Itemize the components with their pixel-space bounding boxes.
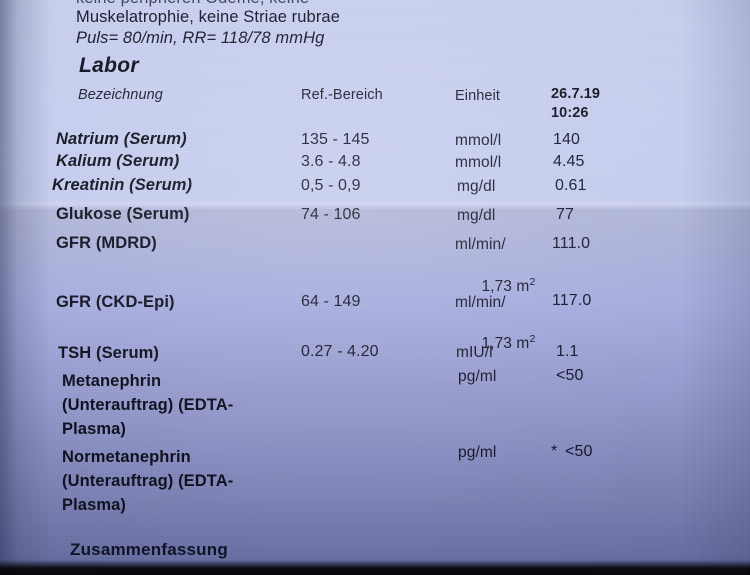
row-unit-metanephrin: pg/ml	[458, 368, 497, 385]
row-value-kreatinin: 0.61	[555, 177, 587, 194]
column-header-date: 26.7.19	[551, 86, 601, 102]
gfr-unit-value-2: 1,73 m	[481, 335, 530, 352]
row-unit-normetanephrin: pg/ml	[458, 444, 497, 461]
row-name-metanephrin-line3: Plasma)	[62, 420, 126, 438]
row-unit-glukose: mg/dl	[457, 207, 496, 224]
clipped-top-line: keine peripheren Ödeme, keine	[76, 0, 309, 8]
row-flag-normetanephrin: *	[551, 443, 558, 460]
row-value-metanephrin: <50	[556, 367, 584, 384]
row-reference-tsh: 0.27 - 4.20	[301, 343, 379, 360]
row-reference-kalium: 3.6 - 4.8	[301, 153, 361, 170]
row-name-gfr-mdrd: GFR (MDRD)	[56, 234, 157, 252]
clinical-line-2: Puls= 80/min, RR= 118/78 mmHg	[76, 29, 325, 47]
row-unit-gfr-mdrd-line2: 1,73 m2	[455, 260, 535, 314]
row-reference-glukose: 74 - 106	[301, 206, 361, 223]
row-unit-gfr-ckdepi-line2: 1,73 m2	[455, 317, 535, 371]
row-name-kalium: Kalium (Serum)	[56, 152, 180, 170]
column-header-time: 10:26	[551, 105, 589, 121]
row-value-tsh: 1.1	[556, 343, 579, 360]
footer-heading-zusammenfassung: Zusammenfassung	[70, 540, 228, 559]
gfr-unit-value: 1,73 m	[481, 278, 530, 295]
row-name-gfr-ckdepi: GFR (CKD-Epi)	[56, 293, 175, 311]
row-name-normetanephrin-line1: Normetanephrin	[62, 448, 191, 466]
section-heading-labor: Labor	[79, 54, 139, 77]
row-unit-kreatinin: mg/dl	[457, 178, 496, 195]
row-name-normetanephrin-line2: (Unterauftrag) (EDTA-	[62, 472, 234, 490]
gfr-unit-superscript: 2	[529, 275, 536, 288]
row-reference-natrium: 135 - 145	[301, 131, 370, 148]
row-value-gfr-mdrd: 111.0	[552, 235, 591, 252]
row-value-natrium: 140	[553, 131, 580, 148]
row-unit-tsh: mIU/l	[456, 344, 493, 361]
row-name-natrium: Natrium (Serum)	[56, 130, 187, 148]
row-reference-gfr-ckdepi: 64 - 149	[301, 293, 361, 310]
row-unit-natrium: mmol/l	[455, 132, 502, 149]
row-name-metanephrin-line2: (Unterauftrag) (EDTA-	[62, 396, 234, 414]
row-unit-gfr-mdrd-line1: ml/min/	[455, 236, 506, 253]
clinical-line-1: Muskelatrophie, keine Striae rubrae	[76, 8, 340, 26]
row-name-glukose: Glukose (Serum)	[56, 205, 190, 223]
column-header-reference: Ref.-Bereich	[301, 87, 383, 103]
column-header-unit: Einheit	[455, 88, 501, 104]
gfr-unit-superscript-2: 2	[529, 332, 536, 345]
row-name-metanephrin-line1: Metanephrin	[62, 372, 162, 390]
row-unit-kalium: mmol/l	[455, 154, 502, 171]
row-name-normetanephrin-line3: Plasma)	[62, 496, 126, 514]
row-value-gfr-ckdepi: 117.0	[552, 292, 592, 309]
column-header-name: Bezeichnung	[78, 87, 163, 103]
row-reference-kreatinin: 0,5 - 0,9	[301, 177, 361, 194]
row-value-glukose: 77	[556, 206, 574, 223]
row-unit-gfr-ckdepi-line1: ml/min/	[455, 294, 506, 311]
row-name-kreatinin: Kreatinin (Serum)	[52, 176, 193, 194]
row-value-normetanephrin: <50	[565, 443, 593, 460]
row-name-tsh: TSH (Serum)	[58, 344, 160, 362]
row-value-kalium: 4.45	[553, 153, 585, 170]
